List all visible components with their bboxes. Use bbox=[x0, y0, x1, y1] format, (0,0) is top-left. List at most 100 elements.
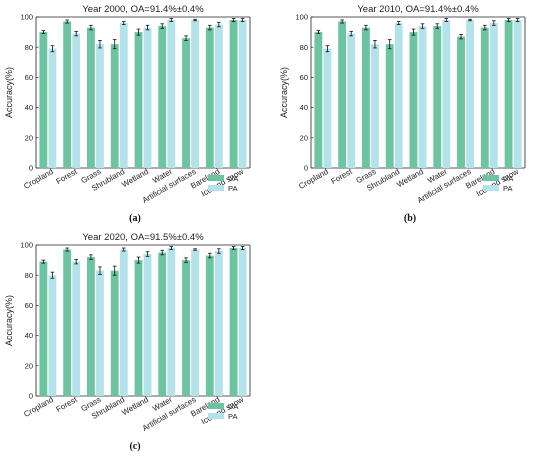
bar-ua bbox=[229, 20, 238, 168]
error-bar-pa bbox=[240, 246, 245, 250]
bar-ua bbox=[338, 21, 347, 169]
y-tick-label: 0 bbox=[304, 164, 308, 173]
error-bar-ua bbox=[136, 256, 141, 264]
bar-ua bbox=[158, 26, 167, 169]
error-bar-pa bbox=[420, 23, 425, 29]
y-tick-label: 100 bbox=[20, 13, 33, 22]
y-tick-label: 80 bbox=[25, 271, 33, 280]
legend-swatch-ua bbox=[208, 403, 224, 409]
y-tick-label: 20 bbox=[25, 361, 33, 370]
error-bar-ua bbox=[387, 39, 392, 50]
y-tick-label: 0 bbox=[29, 392, 33, 401]
bar-pa bbox=[347, 33, 356, 168]
bar-ua bbox=[110, 44, 119, 168]
bar-ua bbox=[314, 32, 323, 168]
error-bar-ua bbox=[89, 254, 93, 260]
bar-ua bbox=[134, 32, 143, 168]
y-axis-label: Accuracy(%) bbox=[4, 295, 14, 346]
bar-pa bbox=[96, 270, 104, 396]
y-tick-label: 20 bbox=[300, 133, 308, 142]
panel-caption: (c) bbox=[129, 441, 140, 452]
bar-pa bbox=[238, 248, 247, 396]
bar-pa bbox=[191, 249, 200, 396]
error-bar-ua bbox=[459, 33, 463, 40]
y-tick-label: 20 bbox=[25, 133, 33, 142]
bar-pa bbox=[48, 48, 57, 168]
bar-ua bbox=[86, 27, 95, 168]
category-label: Forest bbox=[330, 167, 355, 187]
panel-caption: (a) bbox=[129, 213, 141, 224]
bar-pa bbox=[167, 20, 176, 168]
error-bar-ua bbox=[340, 19, 344, 24]
chart-title: Year 2000, OA=91.4%±0.4% bbox=[82, 4, 204, 15]
chart-title: Year 2020, OA=91.5%±0.4% bbox=[82, 232, 204, 243]
error-bar-ua bbox=[136, 28, 141, 36]
bar-pa bbox=[143, 254, 152, 396]
bar-pa bbox=[489, 23, 498, 169]
category-label: Cropland bbox=[22, 167, 55, 191]
y-tick-label: 80 bbox=[300, 43, 308, 52]
category-label: Cropland bbox=[22, 395, 55, 419]
bar-pa bbox=[119, 249, 128, 396]
error-bar-ua bbox=[184, 35, 188, 41]
error-bar-ua bbox=[316, 30, 321, 35]
y-tick-label: 0 bbox=[29, 164, 33, 173]
bar-ua bbox=[182, 260, 190, 396]
error-bar-ua bbox=[231, 18, 236, 22]
bar-pa bbox=[513, 20, 522, 168]
bar-ua bbox=[134, 260, 143, 396]
bar-pa bbox=[72, 261, 81, 396]
y-tick-label: 60 bbox=[300, 73, 308, 82]
bar-ua bbox=[63, 249, 72, 396]
category-label: Cropland bbox=[297, 167, 330, 191]
chart-panel-a: Year 2000, OA=91.4%±0.4% Accuracy(%) 0 20 40… bbox=[0, 0, 275, 228]
legend-label-pa: PA bbox=[228, 184, 237, 193]
error-bar-ua bbox=[112, 265, 117, 276]
error-bar-ua bbox=[435, 23, 440, 29]
error-bar-pa bbox=[169, 246, 174, 250]
bar-pa bbox=[466, 20, 475, 168]
bar-ua bbox=[480, 27, 489, 168]
error-bar-pa bbox=[50, 45, 55, 53]
y-tick-label: 40 bbox=[25, 103, 33, 112]
legend-swatch-ua bbox=[483, 175, 499, 181]
legend-label-ua: UA bbox=[228, 402, 238, 411]
bar-pa bbox=[442, 20, 451, 168]
error-bar-pa bbox=[240, 18, 245, 22]
error-bar-ua bbox=[160, 23, 165, 29]
panel-caption: (b) bbox=[404, 213, 416, 224]
y-tick-label: 60 bbox=[25, 301, 33, 310]
category-label: Wetland bbox=[395, 167, 425, 189]
bar-pa bbox=[167, 248, 176, 396]
bar-ua bbox=[110, 270, 119, 396]
legend-label-pa: PA bbox=[503, 184, 512, 193]
error-bar-pa bbox=[492, 20, 496, 26]
bar-ua bbox=[457, 36, 465, 168]
chart-panel-b: Year 2010, OA=91.4%±0.4% Accuracy(%) 0 20 40… bbox=[275, 0, 550, 228]
bar-ua bbox=[229, 248, 238, 396]
legend-label-ua: UA bbox=[228, 174, 238, 183]
error-bar-pa bbox=[193, 18, 197, 22]
chart-b: Year 2010, OA=91.4%±0.4% Accuracy(%) 0 20 40… bbox=[279, 4, 526, 224]
bar-ua bbox=[433, 26, 442, 169]
y-tick-label: 100 bbox=[20, 241, 33, 250]
bar-pa bbox=[72, 33, 81, 168]
y-tick-label: 80 bbox=[25, 43, 33, 52]
legend-label-pa: PA bbox=[228, 412, 237, 421]
bar-pa bbox=[418, 26, 427, 169]
error-bar-pa bbox=[193, 248, 197, 251]
error-bar-pa bbox=[121, 247, 126, 252]
chart-title: Year 2010, OA=91.4%±0.4% bbox=[357, 4, 479, 15]
error-bar-ua bbox=[65, 247, 69, 252]
y-tick-label: 40 bbox=[25, 331, 33, 340]
bar-pa bbox=[143, 27, 152, 168]
error-bar-ua bbox=[160, 249, 165, 256]
bar-pa bbox=[214, 24, 223, 168]
error-bar-ua bbox=[184, 257, 188, 263]
bar-pa bbox=[238, 20, 247, 168]
error-bar-ua bbox=[41, 30, 46, 35]
bar-ua bbox=[504, 20, 513, 168]
bar-ua bbox=[182, 38, 190, 168]
error-bar-pa bbox=[515, 18, 520, 22]
category-label: Forest bbox=[55, 167, 80, 187]
